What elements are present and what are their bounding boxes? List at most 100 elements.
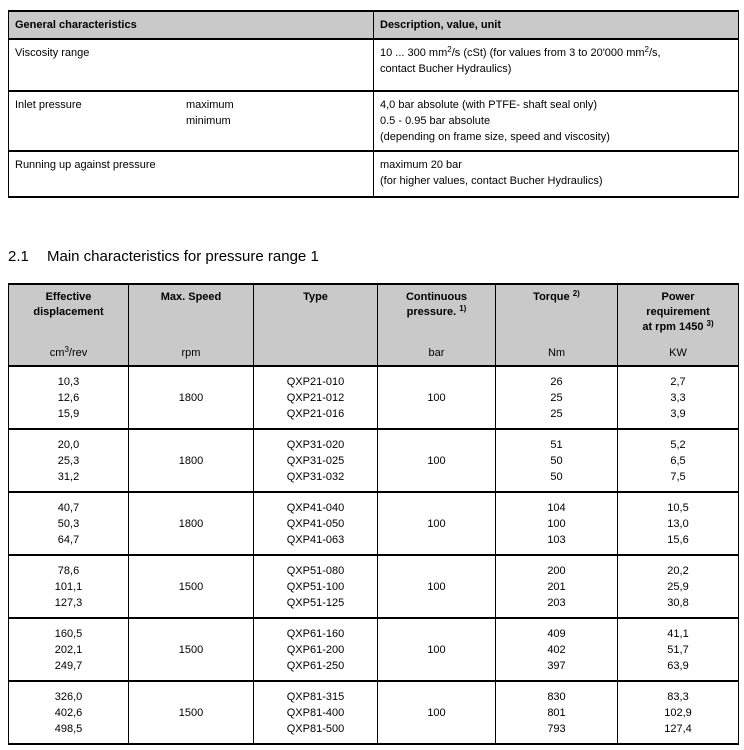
- cell-value: 50: [550, 454, 563, 467]
- cell-continuous-pressure: 100: [377, 554, 496, 619]
- cell-value: 25: [550, 391, 563, 404]
- cell-value: 104: [547, 501, 566, 514]
- cell-value: 30,8: [667, 596, 689, 609]
- cell-value: 127,3: [54, 596, 83, 609]
- cell-continuous-pressure: 100: [377, 680, 496, 745]
- cell-max-speed: 1800: [128, 428, 254, 493]
- cell-value: 498,5: [54, 722, 83, 735]
- column-header-title-line: pressure. 1): [406, 304, 467, 319]
- cell-max-speed: 1800: [128, 365, 254, 430]
- general-row-sublabels: maximum minimum: [186, 97, 234, 129]
- column-header-title-line: Continuous: [405, 291, 468, 303]
- column-header-type: Type: [253, 283, 378, 367]
- cell-value: 51,7: [667, 643, 689, 656]
- cell-displacement: 326,0 402,6 498,5: [8, 680, 129, 745]
- cell-torque: 51 50 50: [495, 428, 618, 493]
- cell-value: 103: [547, 533, 566, 546]
- cell-value: 64,7: [57, 533, 80, 546]
- cell-power: 20,2 25,9 30,8: [617, 554, 739, 619]
- cell-value: 1500: [178, 643, 204, 656]
- cell-value: 20,2: [667, 564, 689, 577]
- column-header-inner: Type: [256, 290, 375, 360]
- general-row-value-line: maximum 20 bar: [380, 159, 462, 171]
- cell-displacement: 40,7 50,3 64,7: [8, 491, 129, 556]
- cell-value: 100: [427, 706, 446, 719]
- column-header-inner: Torque 2) Nm: [498, 290, 615, 360]
- cell-value: 102,9: [664, 706, 692, 719]
- cell-value: 20,0: [57, 438, 80, 451]
- cell-value: 15,9: [57, 407, 80, 420]
- cell-value: QXP21-012: [286, 391, 345, 404]
- cell-displacement: 78,6 101,1 127,3: [8, 554, 129, 619]
- column-header-torque: Torque 2) Nm: [495, 283, 618, 367]
- cell-value: QXP51-080: [286, 564, 345, 577]
- column-header-title-line: Max. Speed: [160, 291, 222, 303]
- cell-value: 801: [547, 706, 566, 719]
- table-row-group: 10,3 12,6 15,9 1800 QXP21-010 QXP21-012 QXP21-…: [8, 365, 739, 430]
- cell-continuous-pressure: 100: [377, 491, 496, 556]
- cell-value: 127,4: [664, 722, 692, 735]
- cell-value: 1800: [178, 391, 204, 404]
- cell-value: 7,5: [670, 470, 686, 483]
- cell-value: 25,9: [667, 580, 689, 593]
- cell-displacement: 10,3 12,6 15,9: [8, 365, 129, 430]
- cell-max-speed: 1500: [128, 617, 254, 682]
- general-row-label: Viscosity range: [15, 47, 90, 59]
- cell-type: QXP51-080 QXP51-100 QXP51-125: [253, 554, 378, 619]
- column-header-inner: Effective displacement cm3/rev: [11, 290, 126, 360]
- cell-value: 26: [550, 375, 563, 388]
- general-row-value-line: contact Bucher Hydraulics): [380, 63, 512, 75]
- cell-value: 203: [547, 596, 566, 609]
- column-header-title: Continuous pressure. 1): [380, 290, 493, 320]
- column-header-unit: KW: [669, 347, 687, 359]
- cell-value: 12,6: [57, 391, 80, 404]
- column-header-title-line: Type: [303, 291, 328, 303]
- cell-max-speed: 1800: [128, 491, 254, 556]
- general-row-label-cell: Viscosity range: [8, 38, 374, 92]
- cell-value: 200: [547, 564, 566, 577]
- section-title: Main characteristics for pressure range …: [47, 248, 319, 265]
- cell-value: 326,0: [54, 690, 83, 703]
- cell-value: 249,7: [54, 659, 83, 672]
- cell-power: 83,3 102,9 127,4: [617, 680, 739, 745]
- general-row-value-cell: 4,0 bar absolute (with PTFE- shaft seal …: [373, 90, 739, 152]
- cell-continuous-pressure: 100: [377, 617, 496, 682]
- column-header-inner: Power requirement at rpm 1450 3) KW: [620, 290, 736, 360]
- cell-power: 10,5 13,0 15,6: [617, 491, 739, 556]
- table-row-group: 40,7 50,3 64,7 1800 QXP41-040 QXP41-050 QXP41-…: [8, 491, 739, 556]
- cell-value: 1500: [178, 580, 204, 593]
- cell-value: 409: [547, 627, 566, 640]
- cell-value: QXP31-025: [286, 454, 345, 467]
- section-number: 2.1: [8, 248, 29, 265]
- cell-value: QXP61-160: [286, 627, 345, 640]
- cell-value: 2,7: [670, 375, 686, 388]
- cell-value: 63,9: [667, 659, 689, 672]
- cell-value: 402: [547, 643, 566, 656]
- cell-torque: 104 100 103: [495, 491, 618, 556]
- column-header-title-line: Torque 2): [533, 289, 580, 304]
- column-header-continuous-pressure: Continuous pressure. 1) bar: [377, 283, 496, 367]
- general-table-row: Viscosity range 10 ... 300 mm2/s (cSt) (f…: [8, 38, 739, 92]
- cell-value: 78,6: [57, 564, 80, 577]
- cell-value: 160,5: [54, 627, 83, 640]
- column-header-unit: cm3/rev: [49, 345, 88, 360]
- cell-value: QXP41-050: [286, 517, 345, 530]
- cell-power: 41,1 51,7 63,9: [617, 617, 739, 682]
- cell-value: 6,5: [670, 454, 686, 467]
- cell-value: QXP61-200: [286, 643, 345, 656]
- cell-value: 1800: [178, 454, 204, 467]
- column-header-title-line: at rpm 1450 3): [642, 319, 714, 334]
- column-header-title: Effective displacement: [11, 290, 126, 320]
- column-header-unit: bar: [428, 347, 445, 359]
- general-table-row: Running up against pressure maximum 20 ba…: [8, 150, 739, 198]
- cell-value: QXP51-100: [286, 580, 345, 593]
- cell-value: QXP41-063: [286, 533, 345, 546]
- column-header-power-requirement: Power requirement at rpm 1450 3) KW: [617, 283, 739, 367]
- cell-value: 3,3: [670, 391, 686, 404]
- cell-value: 402,6: [54, 706, 83, 719]
- general-table-header-row: General characteristics Description, val…: [8, 10, 739, 40]
- column-header-title: Max. Speed: [131, 290, 251, 305]
- cell-type: QXP81-315 QXP81-400 QXP81-500: [253, 680, 378, 745]
- cell-value: QXP21-010: [286, 375, 345, 388]
